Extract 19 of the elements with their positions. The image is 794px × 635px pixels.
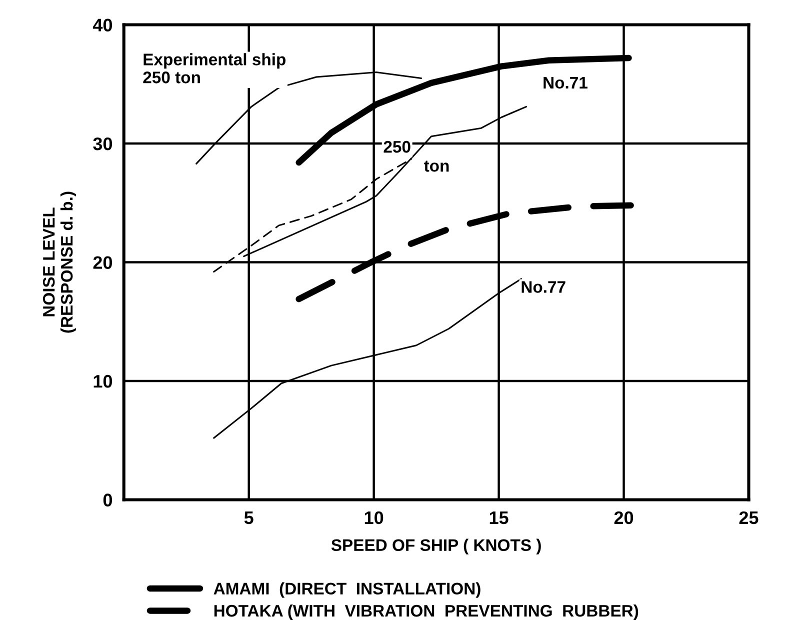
- y-axis-title: NOISE LEVEL (RESPONSE d. b.): [42, 192, 76, 333]
- x-tick-label: 5: [244, 512, 254, 524]
- y-tick-label: 40: [92, 18, 112, 32]
- y-tick-label: 20: [93, 256, 112, 269]
- legend-label: HOTAKA (WITH VIBRATION PREVENTING RUBBER): [214, 604, 638, 620]
- annotation: Experimental ship 250 ton: [143, 53, 286, 84]
- x-tick-label: 20: [614, 511, 634, 524]
- x-tick-label: 25: [739, 511, 758, 524]
- annotation: No.71: [544, 76, 588, 89]
- x-axis-title: SPEED OF SHIP ( KNOTS ): [331, 538, 541, 554]
- annotation: 250: [384, 140, 410, 153]
- y-tick-label: 30: [93, 137, 112, 150]
- x-tick-label: 15: [490, 512, 508, 524]
- legend-label: AMAMI (DIRECT INSTALLATION): [214, 582, 480, 598]
- x-tick-label: 10: [364, 511, 384, 524]
- y-tick-label: 10: [94, 374, 112, 388]
- annotation: ton: [424, 160, 449, 172]
- annotation: No.77: [522, 281, 566, 293]
- y-tick-label: 0: [103, 494, 112, 506]
